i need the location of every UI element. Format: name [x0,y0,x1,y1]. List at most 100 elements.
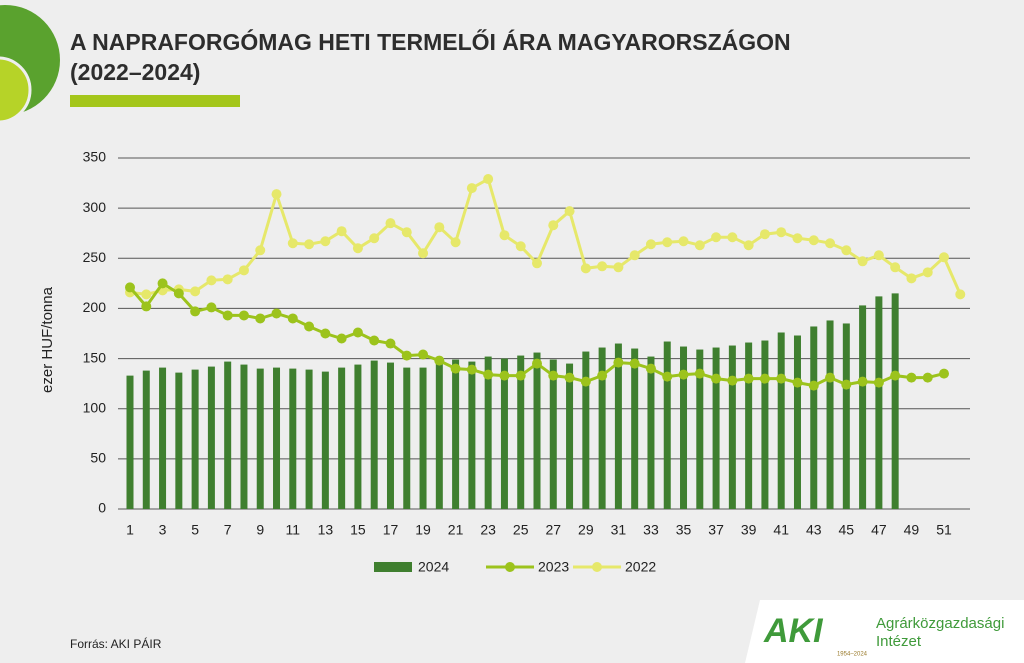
bar [240,364,248,509]
marker [320,328,331,339]
y-tick-label: 250 [83,249,107,265]
bar [761,340,769,509]
marker [727,232,738,243]
marker [238,310,249,321]
marker [597,261,608,272]
decor-circle [0,56,32,124]
bar [175,372,183,509]
marker [792,233,803,244]
legend-swatch [505,562,515,572]
x-tick-label: 15 [350,522,366,538]
marker [743,373,754,384]
marker [125,282,135,293]
x-tick-label: 47 [871,522,887,538]
x-tick-label: 13 [318,522,334,538]
x-tick-label: 19 [415,522,431,538]
x-tick-label: 51 [936,522,952,538]
bar [419,367,427,509]
y-tick-label: 300 [83,199,107,215]
source: Forrás: AKI PÁIR [70,636,162,651]
marker [825,372,836,383]
bar [159,367,167,509]
x-tick-label: 5 [191,522,199,538]
marker [320,236,331,247]
x-tick-label: 1 [126,522,134,538]
marker [466,183,477,194]
marker [841,379,852,390]
bar [826,320,834,509]
bar [321,371,329,509]
bar [142,370,150,509]
marker [190,306,201,317]
marker [613,357,624,368]
marker [922,372,933,383]
bar [566,363,574,509]
marker [450,363,461,374]
chart-title: (2022–2024) [70,59,200,85]
x-tick-label: 3 [159,522,167,538]
logo-name: Agrárközgazdasági [876,615,1004,632]
marker [157,278,168,289]
x-tick-label: 39 [741,522,757,538]
chart-title: A NAPRAFORGÓMAG HETI TERMELŐI ÁRA MAGYAR… [70,28,791,55]
bar [305,369,313,509]
bar [891,293,899,509]
marker [434,222,445,233]
marker [304,239,315,250]
marker [939,252,949,263]
marker [629,250,640,261]
marker [955,289,966,300]
marker [873,377,884,388]
marker [727,375,738,386]
bar [647,356,655,509]
marker [711,373,722,384]
bar [273,367,281,509]
bar [793,335,801,509]
marker [629,358,640,369]
bar [435,361,443,509]
legend-swatch [374,562,412,572]
bar [728,345,736,509]
marker [352,327,363,338]
y-tick-label: 0 [98,500,106,516]
x-tick-label: 45 [839,522,855,538]
marker [580,263,591,274]
bar [338,367,346,509]
marker [922,267,933,278]
bar [598,347,606,509]
bar [810,326,818,509]
marker [141,301,152,312]
bar [207,366,215,509]
x-tick-label: 29 [578,522,594,538]
marker [466,364,477,375]
marker [255,313,266,324]
marker [678,236,689,247]
x-tick-label: 33 [643,522,659,538]
marker [238,265,249,276]
marker [645,239,656,250]
marker [939,368,949,379]
bar [745,342,753,509]
marker [369,335,380,346]
bar [712,347,720,509]
marker [222,274,233,285]
marker [776,373,787,384]
bar [842,323,850,509]
marker [548,370,559,381]
marker [450,237,461,248]
marker [857,256,868,267]
marker [271,189,282,200]
marker [401,227,412,238]
marker [808,380,819,391]
marker [597,370,608,381]
marker [499,370,510,381]
bar [696,349,704,509]
marker [515,370,526,381]
bar [484,356,492,509]
marker [532,258,542,269]
marker [287,313,298,324]
marker [336,333,347,344]
legend-label: 2023 [538,559,569,575]
